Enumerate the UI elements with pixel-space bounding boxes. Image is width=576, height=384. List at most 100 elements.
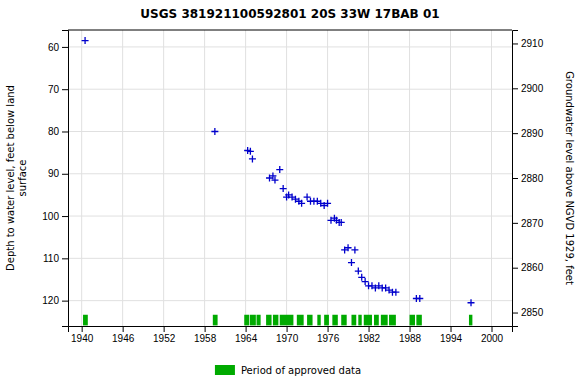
period-bar — [213, 315, 218, 326]
grid-line — [409, 30, 410, 326]
tick-mark — [246, 326, 247, 332]
y2-axis: 2850286028702880289029002910 — [512, 31, 544, 327]
tick-label: 1976 — [317, 333, 340, 344]
tick-label: 70 — [48, 84, 60, 95]
tick-label: 1946 — [112, 333, 135, 344]
tick: 2910 — [512, 38, 544, 49]
point — [358, 274, 365, 281]
y2-axis-title: Groundwater level above NGVD 1929, feet — [564, 71, 575, 285]
tick-mark — [512, 313, 518, 314]
period-bar — [280, 315, 294, 326]
tick-label: 2890 — [521, 128, 544, 139]
grid-line — [68, 89, 512, 90]
tick-label: 100 — [42, 211, 59, 222]
y-axis-title-line: Depth to water level, feet below land — [5, 85, 16, 271]
tick: 1988 — [399, 326, 422, 344]
tick-mark — [62, 174, 68, 175]
tick-mark — [62, 89, 68, 90]
tick-mark — [62, 258, 68, 259]
tick: 90 — [48, 168, 68, 179]
point — [468, 299, 475, 306]
point — [271, 177, 278, 184]
tick-label: 1970 — [276, 333, 299, 344]
tick-label: 1952 — [153, 333, 176, 344]
grid — [68, 30, 512, 326]
period-bar — [469, 315, 472, 326]
grid-line — [286, 30, 287, 326]
x-axis: 1940194619521958196419701976198219881994… — [69, 326, 513, 344]
tick: 1994 — [440, 326, 463, 344]
tick-mark — [451, 326, 452, 332]
tick-mark — [123, 326, 124, 332]
tick-mark — [512, 133, 518, 134]
point — [298, 200, 305, 207]
grid-line — [163, 30, 164, 326]
period-bar — [307, 315, 312, 326]
tick-label: 60 — [48, 42, 60, 53]
tick-mark — [287, 326, 288, 332]
point — [338, 219, 345, 226]
tick: 2870 — [512, 218, 544, 229]
tick: 1970 — [276, 326, 299, 344]
tick: 1976 — [317, 326, 340, 344]
point — [304, 194, 311, 201]
tick-mark — [512, 88, 518, 89]
points — [82, 37, 475, 306]
legend: Period of approved data — [215, 365, 361, 376]
tick: 1940 — [71, 326, 94, 344]
tick-mark — [62, 47, 68, 48]
plot-area: 1940194619521958196419701976198219881994… — [42, 30, 543, 344]
title: USGS 381921100592801 20S 33W 17BAB 01 — [140, 7, 439, 21]
tick-mark — [369, 326, 370, 332]
period-bar — [358, 315, 361, 326]
period-bar — [273, 315, 278, 326]
period-bar — [250, 315, 256, 326]
period-bar — [266, 315, 271, 326]
period-bar — [244, 315, 249, 326]
y-axis: 60 70 80 90 100 110 120 — [42, 31, 68, 327]
point — [392, 289, 399, 296]
grid-line — [68, 300, 512, 301]
tick: 2850 — [512, 307, 544, 318]
tick-label: 1940 — [71, 333, 94, 344]
tick-label: 120 — [42, 295, 59, 306]
point — [249, 155, 256, 162]
period-bar — [257, 315, 261, 326]
grid-line — [68, 216, 512, 217]
tick: 1952 — [153, 326, 176, 344]
grid-line — [81, 30, 82, 326]
tick-label: 2870 — [521, 218, 544, 229]
point — [82, 37, 89, 44]
tick-label: 1958 — [194, 333, 217, 344]
tick-mark — [328, 326, 329, 332]
tick-mark — [492, 326, 493, 332]
tick: 2890 — [512, 128, 544, 139]
period-bar — [324, 315, 329, 326]
tick-label: 2900 — [521, 83, 544, 94]
y-axis-title: Depth to water level, feet below landsur… — [5, 85, 28, 271]
axis-line — [513, 31, 519, 327]
tick: 2900 — [512, 83, 544, 94]
tick: 70 — [48, 84, 68, 95]
period-bar — [83, 315, 88, 326]
tick-mark — [410, 326, 411, 332]
point — [247, 148, 254, 155]
tick: 110 — [43, 253, 68, 264]
tick: 1946 — [112, 326, 135, 344]
tick-label: 80 — [48, 126, 60, 137]
legend-swatch — [215, 365, 235, 375]
y-axis-title-line: surface — [17, 160, 28, 197]
tick-label: 2910 — [521, 38, 544, 49]
tick-label: 1994 — [440, 333, 463, 344]
period-bar — [416, 315, 421, 326]
marks — [82, 37, 475, 325]
period-bar — [297, 315, 304, 326]
tick-label: 1982 — [358, 333, 381, 344]
tick: 100 — [42, 211, 68, 222]
tick-mark — [82, 326, 83, 332]
point — [211, 128, 218, 135]
grid-line — [204, 30, 205, 326]
tick-mark — [512, 223, 518, 224]
period-bar — [332, 315, 337, 326]
point — [345, 244, 352, 251]
